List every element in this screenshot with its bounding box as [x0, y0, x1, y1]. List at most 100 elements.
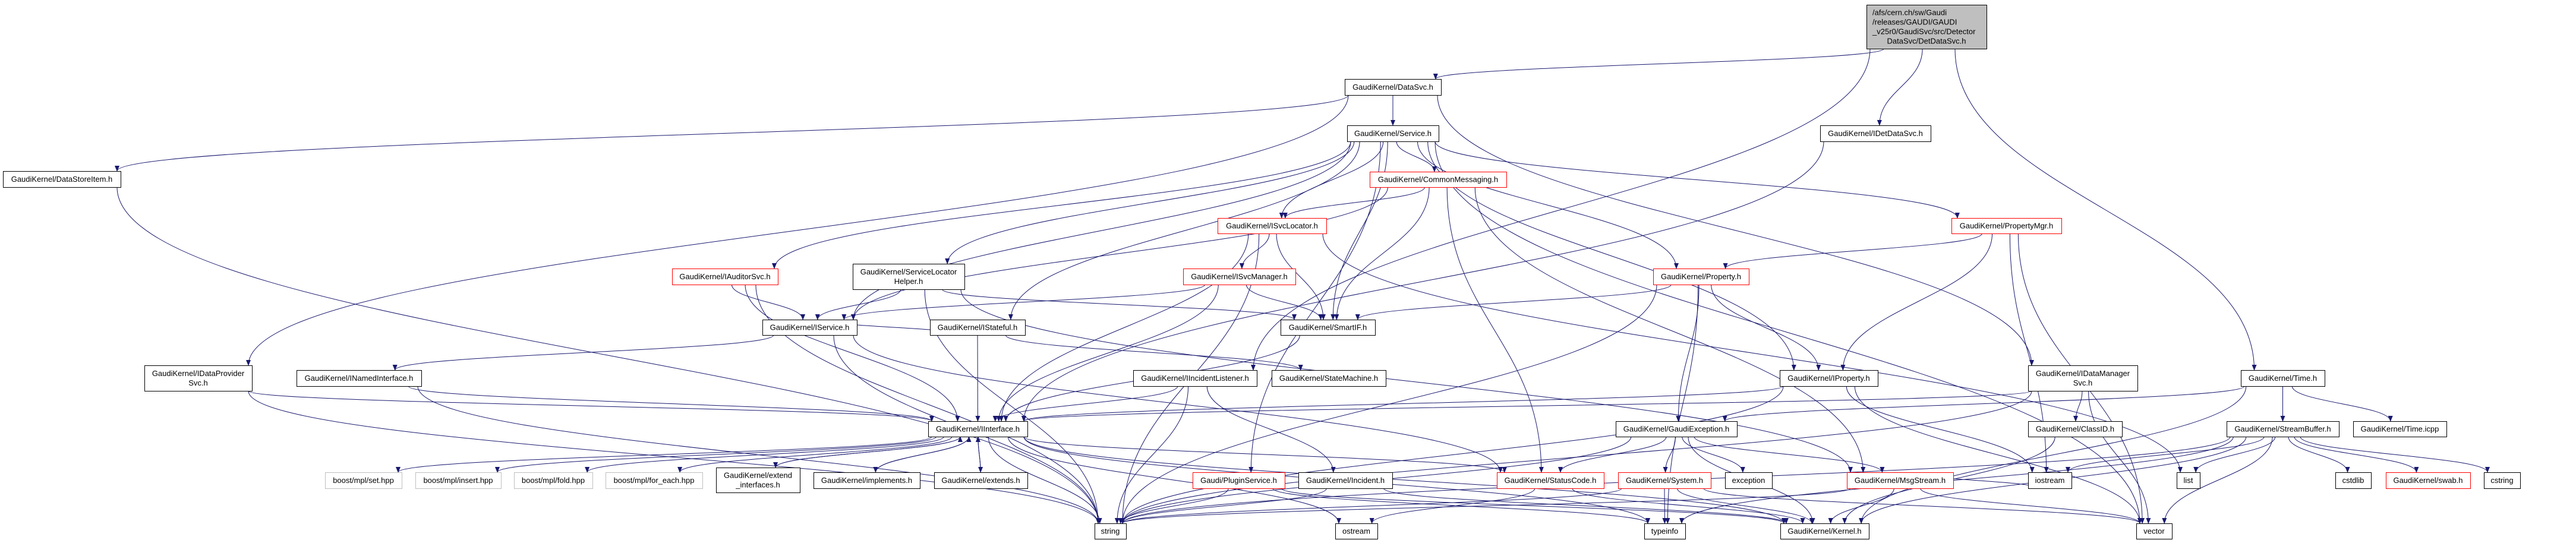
graph-node[interactable]: GaudiKernel/Service.h	[1347, 125, 1439, 142]
node-label: GaudiKernel/System.h	[1626, 476, 1703, 485]
graph-node[interactable]: GaudiKernel/Incident.h	[1298, 472, 1393, 489]
graph-node[interactable]: boost/mpl/for_each.hpp	[606, 472, 703, 489]
dependency-edge	[1120, 386, 1784, 524]
node-label: GaudiKernel/IStateful.h	[938, 323, 1017, 332]
graph-node[interactable]: string	[1095, 523, 1127, 539]
graph-node[interactable]: boost/mpl/set.hpp	[325, 472, 402, 489]
node-box	[1133, 370, 1257, 387]
dependency-edge	[1446, 187, 1544, 473]
dependency-edge	[992, 386, 1178, 422]
graph-node[interactable]: vector	[2136, 523, 2173, 539]
graph-node[interactable]: GaudiKernel/ISvcManager.h	[1183, 269, 1296, 285]
dependency-edge	[996, 284, 1219, 422]
node-label: GaudiKernel/Time.icpp	[2361, 425, 2439, 434]
node-label: boost/mpl/insert.hpp	[423, 476, 493, 485]
graph-node[interactable]: Gaudi/PluginService.h	[1193, 472, 1285, 489]
node-box	[1298, 472, 1393, 489]
graph-node[interactable]: list	[2177, 472, 2200, 489]
graph-node[interactable]: GaudiKernel/StateMachine.h	[1272, 370, 1386, 387]
graph-node[interactable]: GaudiKernel/Property.h	[1653, 269, 1749, 285]
graph-node[interactable]: GaudiKernel/IDetDataSvc.h	[1820, 125, 1931, 142]
dependency-edge	[1005, 334, 1303, 371]
graph-node[interactable]: GaudiKernel/IAuditorSvc.h	[672, 269, 778, 285]
graph-node[interactable]: GaudiKernel/swab.h	[2386, 472, 2471, 489]
node-box	[2241, 370, 2325, 387]
graph-node[interactable]: GaudiKernel/IService.h	[762, 320, 857, 336]
dependency-edge	[1021, 390, 2032, 422]
dependency-edge	[1434, 141, 2142, 524]
graph-node[interactable]: cstring	[2484, 472, 2521, 489]
graph-node[interactable]: GaudiKernel/System.h	[1618, 472, 1711, 489]
graph-node[interactable]: GaudiKernel/extends.h	[934, 472, 1028, 489]
dependency-edge	[1369, 488, 1535, 524]
graph-node[interactable]: GaudiKernel/IProperty.h	[1780, 370, 1878, 387]
node-box	[762, 320, 857, 336]
graph-node[interactable]: GaudiKernel/GaudiException.h	[1616, 421, 1738, 437]
node-box	[1618, 472, 1711, 489]
graph-node[interactable]: iostream	[2028, 472, 2072, 489]
graph-node[interactable]: boost/mpl/fold.hpp	[514, 472, 593, 489]
dependency-edge	[1330, 141, 1388, 320]
dependency-edge	[408, 386, 934, 422]
node-box	[1281, 320, 1376, 336]
graph-node[interactable]: GaudiKernel/INamedInterface.h	[297, 370, 422, 387]
node-box	[1820, 125, 1931, 142]
graph-node[interactable]: GaudiKernel/DataSvc.h	[1345, 79, 1442, 96]
graph-node[interactable]: ostream	[1335, 523, 1378, 539]
dependency-edge	[1679, 436, 2234, 524]
dependency-edge	[585, 436, 944, 473]
dependency-edge	[1663, 436, 1676, 473]
node-label: GaudiKernel/CommonMessaging.h	[1378, 175, 1498, 184]
node-label: GaudiKernel/IDataProvider	[152, 369, 245, 378]
graph-node[interactable]: GaudiKernel/CommonMessaging.h	[1370, 172, 1507, 188]
dependency-edge	[2294, 436, 2419, 473]
node-label: /afs/cern.ch/sw/Gaudi	[1872, 8, 1947, 17]
graph-node[interactable]: GaudiKernel/extend_interfaces.h	[716, 468, 800, 493]
node-box	[1335, 523, 1378, 539]
dependency-edge	[1437, 94, 2034, 366]
graph-node[interactable]: GaudiKernel/Kernel.h	[1780, 523, 1869, 539]
dependency-edge	[775, 436, 963, 468]
graph-node[interactable]: typeinfo	[1644, 523, 1686, 539]
graph-node[interactable]: GaudiKernel/IStateful.h	[930, 320, 1026, 336]
graph-node[interactable]: exception	[1725, 472, 1773, 489]
graph-node[interactable]: GaudiKernel/ClassID.h	[2028, 421, 2123, 437]
graph-node[interactable]: GaudiKernel/PropertyMgr.h	[1951, 218, 2062, 234]
node-box	[2386, 472, 2471, 489]
graph-node[interactable]: GaudiKernel/IInterface.h	[928, 421, 1028, 437]
graph-node[interactable]: GaudiKernel/Time.h	[2241, 370, 2325, 387]
node-label: GaudiKernel/Property.h	[1661, 272, 1741, 281]
graph-node[interactable]: GaudiKernel/MsgStream.h	[1847, 472, 1954, 489]
dependency-edge	[988, 436, 1102, 524]
graph-node[interactable]: GaudiKernel/StatusCode.h	[1497, 472, 1604, 489]
graph-node[interactable]: boost/mpl/insert.hpp	[415, 472, 502, 489]
node-box	[325, 472, 402, 489]
node-box	[928, 421, 1028, 437]
graph-node[interactable]: /afs/cern.ch/sw/Gaudi/releases/GAUDI/GAU…	[1866, 5, 1987, 49]
node-label: GaudiKernel/INamedInterface.h	[305, 374, 414, 383]
node-label: GaudiKernel/extend	[724, 471, 792, 480]
node-label: GaudiKernel/DataSvc.h	[1352, 83, 1433, 91]
dependency-edge	[1023, 436, 1786, 524]
graph-node[interactable]: GaudiKernel/IIncidentListener.h	[1133, 370, 1257, 387]
dependency-edge	[1322, 233, 2183, 473]
graph-node[interactable]: GaudiKernel/StreamBuffer.h	[2227, 421, 2339, 437]
node-label: DataSvc/DetDataSvc.h	[1887, 37, 1966, 46]
dependency-edge	[851, 187, 1388, 320]
node-box	[1347, 125, 1439, 142]
dependency-edge	[1120, 488, 1851, 524]
dependency-edge	[246, 94, 1349, 366]
graph-node[interactable]: GaudiKernel/DataStoreItem.h	[3, 171, 121, 188]
graph-node[interactable]: GaudiKernel/implements.h	[814, 472, 920, 489]
node-box	[1616, 421, 1738, 437]
node-box	[415, 472, 502, 489]
node-label: boost/mpl/set.hpp	[333, 476, 394, 485]
graph-node[interactable]: GaudiKernel/ISvcLocator.h	[1218, 218, 1327, 234]
graph-node[interactable]: GaudiKernel/SmartIF.h	[1281, 320, 1376, 336]
graph-node[interactable]: cstdlib	[2335, 472, 2372, 489]
graph-node[interactable]: GaudiKernel/Time.icpp	[2353, 421, 2447, 437]
